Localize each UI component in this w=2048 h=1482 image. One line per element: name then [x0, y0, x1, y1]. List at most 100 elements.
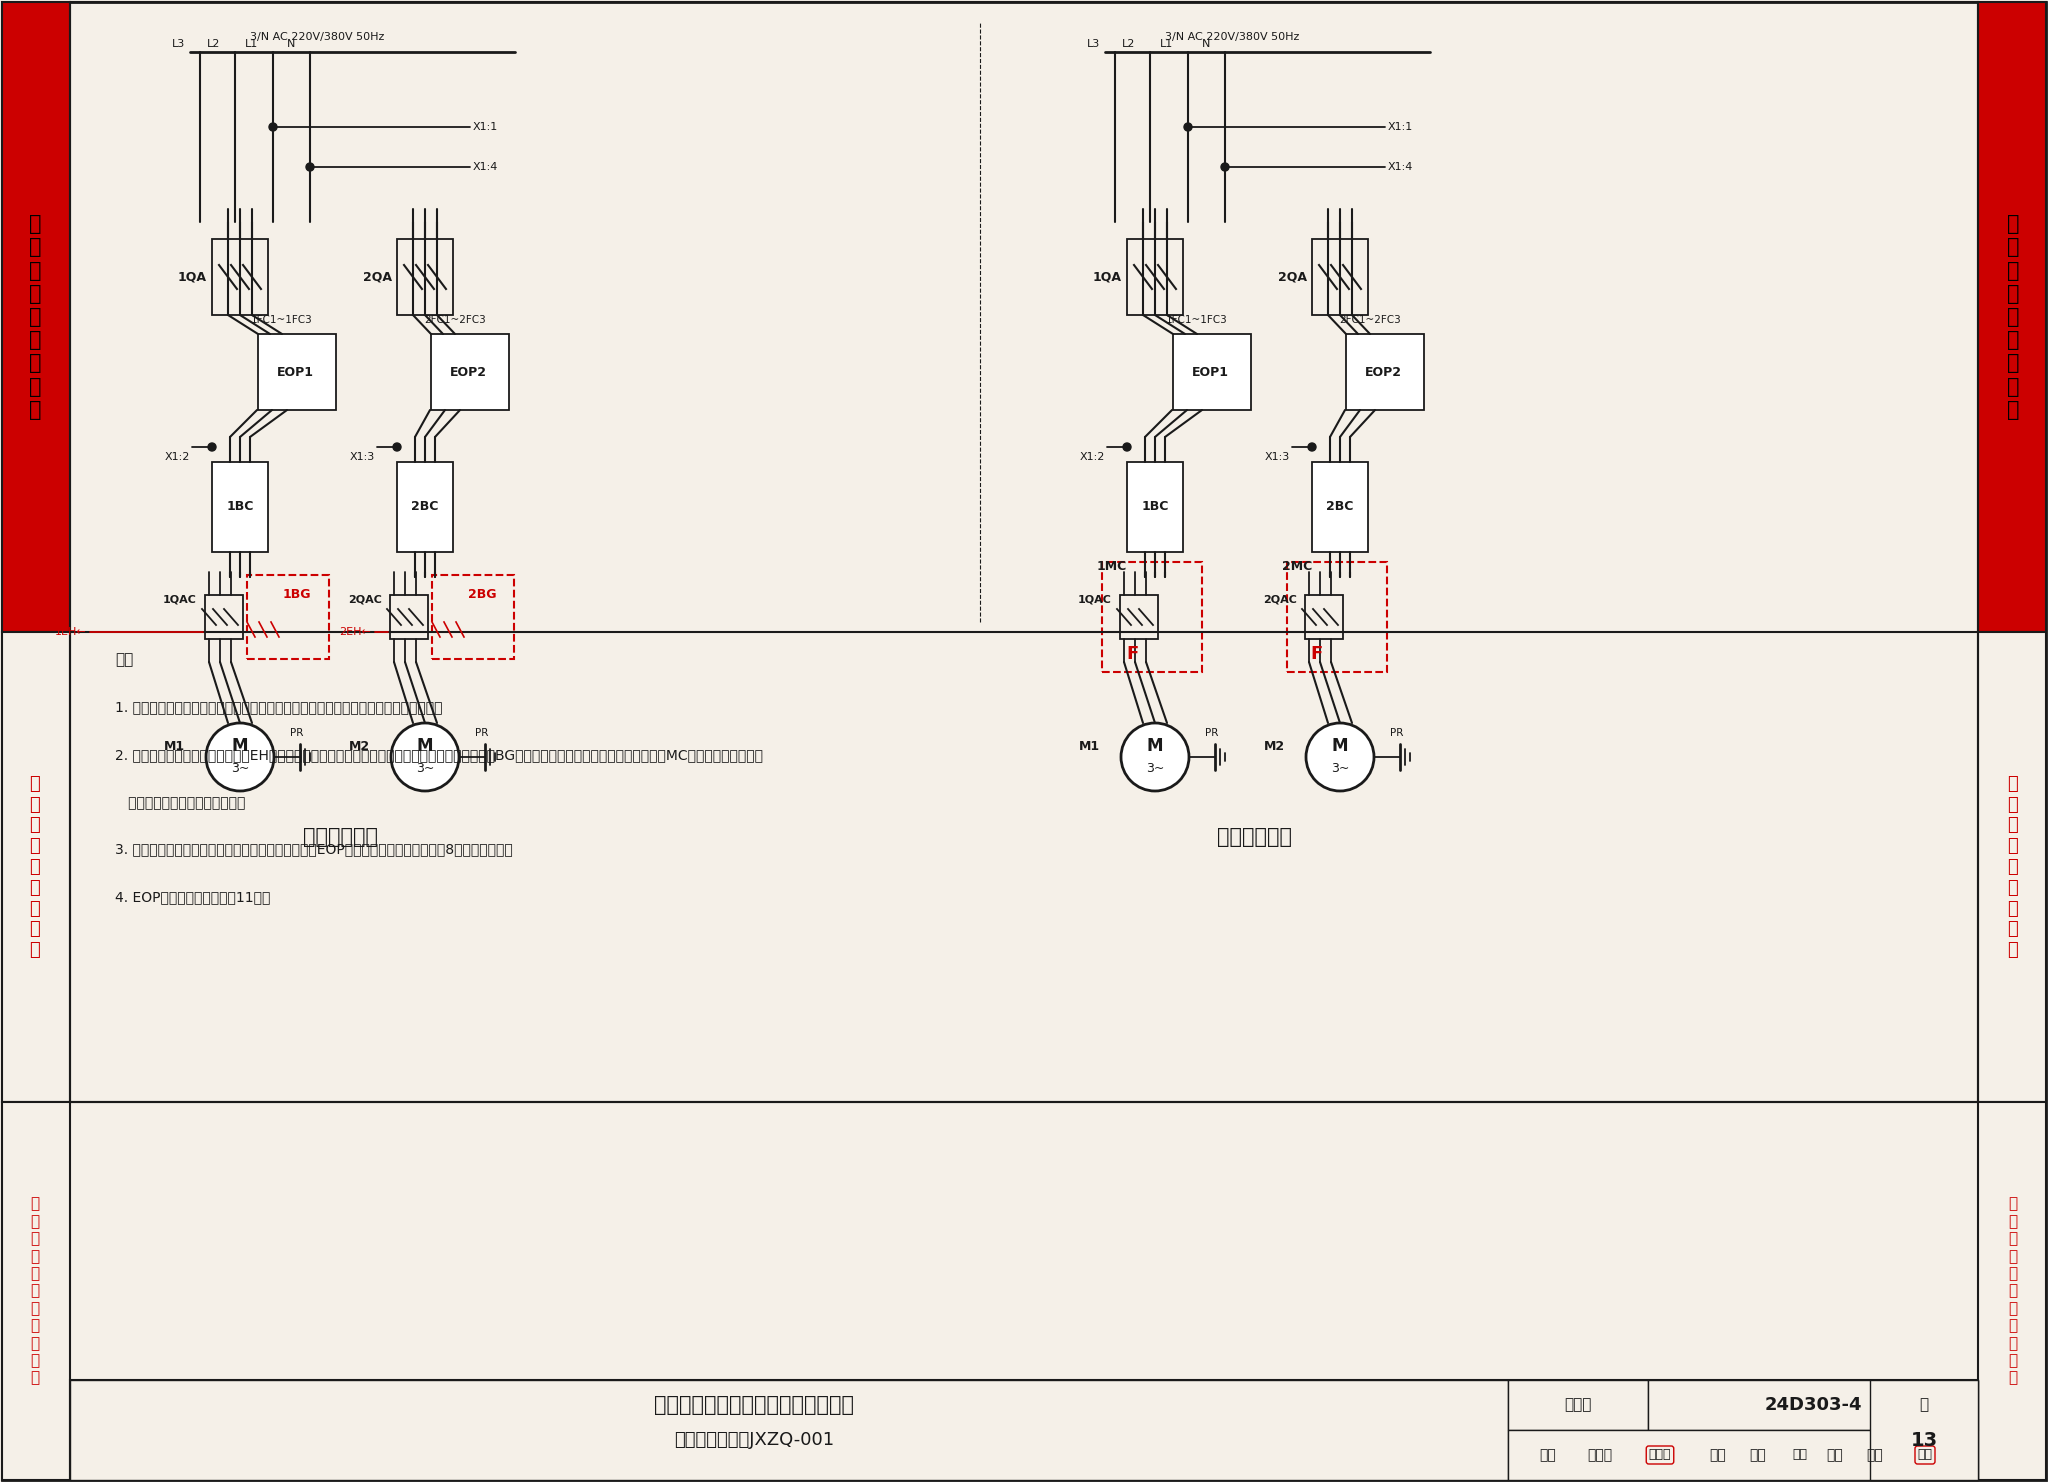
Text: 德建兵: 德建兵 [1649, 1448, 1671, 1461]
Bar [432, 575, 514, 659]
Text: 两个方案对应的控制电路相同。: 两个方案对应的控制电路相同。 [115, 796, 246, 811]
Text: M: M [1331, 737, 1348, 754]
Text: 3~: 3~ [231, 762, 250, 775]
Text: X1:1: X1:1 [473, 122, 498, 132]
Text: 2. 方案一采用机械应急操作手柄（EH）闭合接触器来实现应急启动，操作机构上需设置位置开关（BG）；方案二采用专用的手动操作接触器（MC）来实现应急启动。: 2. 方案一采用机械应急操作手柄（EH）闭合接触器来实现应急启动，操作机构上需设… [115, 748, 764, 762]
Bar [1286, 562, 1386, 671]
Bar [1313, 462, 1368, 551]
Text: 1. 本图为消防水泵一用一备全压启动，并采用机械直驱型应急启动控制的主回路方案。: 1. 本图为消防水泵一用一备全压启动，并采用机械直驱型应急启动控制的主回路方案。 [115, 700, 442, 714]
Text: 3~: 3~ [416, 762, 434, 775]
Text: X1:3: X1:3 [350, 452, 375, 462]
Text: 24D303-4: 24D303-4 [1763, 1396, 1862, 1414]
Text: L2: L2 [1122, 39, 1135, 49]
Text: X1:3: X1:3 [1266, 452, 1290, 462]
Text: 应
急
启
动
机
械
旁
路
型: 应 急 启 动 机 械 旁 路 型 [2007, 775, 2019, 959]
Text: 注：: 注： [115, 652, 133, 667]
Text: 1BG: 1BG [283, 587, 311, 600]
Text: 主回路方案一: 主回路方案一 [303, 827, 377, 848]
Text: M1: M1 [1079, 741, 1100, 753]
Text: X1:1: X1:1 [1389, 122, 1413, 132]
Bar [1507, 1430, 1978, 1481]
Text: 3/N AC 220V/380V 50Hz: 3/N AC 220V/380V 50Hz [1165, 33, 1298, 41]
Text: 应
急
启
动
机
械
直
驱
型: 应 急 启 动 机 械 直 驱 型 [2007, 215, 2019, 419]
Text: F: F [1126, 645, 1139, 662]
Bar [213, 239, 268, 316]
Text: X1:2: X1:2 [1079, 452, 1106, 462]
Text: 图集号: 图集号 [1565, 1398, 1591, 1412]
Text: 2BC: 2BC [412, 501, 438, 513]
Circle shape [209, 443, 215, 451]
Bar [389, 594, 428, 639]
Text: 郑宇: 郑宇 [1749, 1448, 1765, 1463]
Text: 一手: 一手 [1792, 1448, 1808, 1461]
Bar [213, 462, 268, 551]
Bar [1978, 1103, 2046, 1481]
Text: 主回路方案二: 主回路方案二 [1217, 827, 1292, 848]
Text: L1: L1 [1159, 39, 1174, 49]
Text: L2: L2 [207, 39, 219, 49]
Bar [258, 333, 336, 411]
Text: 1QA: 1QA [1094, 271, 1122, 283]
Text: 1FC1~1FC3: 1FC1~1FC3 [1165, 316, 1229, 325]
Bar [70, 1380, 1507, 1481]
Text: PR: PR [291, 728, 303, 738]
Text: M2: M2 [348, 741, 371, 753]
Bar [1649, 1380, 1978, 1430]
Text: 1EH←: 1EH← [55, 627, 86, 637]
Text: 1BC: 1BC [1141, 501, 1169, 513]
Bar [70, 1380, 1978, 1481]
Circle shape [1120, 723, 1190, 791]
Text: （机械直驱型）JXZQ-001: （机械直驱型）JXZQ-001 [674, 1432, 834, 1449]
Text: 校对: 校对 [1710, 1448, 1726, 1463]
Text: 2BC: 2BC [1327, 501, 1354, 513]
Bar [1126, 239, 1184, 316]
Circle shape [1307, 723, 1374, 791]
Text: M: M [416, 737, 434, 754]
Text: 1QAC: 1QAC [164, 594, 197, 605]
Bar [1978, 1, 2046, 631]
Text: EOP1: EOP1 [1192, 366, 1229, 378]
Text: 应
急
启
动
机
械
直
驱
型: 应 急 启 动 机 械 直 驱 型 [29, 215, 41, 419]
Bar [1313, 239, 1368, 316]
Text: 2QA: 2QA [1278, 271, 1307, 283]
Circle shape [305, 163, 313, 170]
Text: 2QAC: 2QAC [348, 594, 383, 605]
Bar [1120, 594, 1157, 639]
Text: M2: M2 [1264, 741, 1284, 753]
Text: 应
急
启
动
机
械
旁
路
型: 应 急 启 动 机 械 旁 路 型 [29, 775, 41, 959]
Text: EOP2: EOP2 [449, 366, 487, 378]
Text: N: N [1202, 39, 1210, 49]
Bar [1305, 594, 1343, 639]
Text: 3. 方案一、二中各功能组件、电气元件的性能要求、EOP的保护设置等详见本图集第8页方案一、二。: 3. 方案一、二中各功能组件、电气元件的性能要求、EOP的保护设置等详见本图集第… [115, 842, 512, 857]
Text: L3: L3 [1087, 39, 1100, 49]
Text: 2MC: 2MC [1282, 560, 1313, 574]
Bar [2, 631, 70, 1103]
Bar [1174, 333, 1251, 411]
Bar [397, 462, 453, 551]
Circle shape [1184, 123, 1192, 130]
Bar [1346, 333, 1423, 411]
Bar [248, 575, 330, 659]
Text: PR: PR [1391, 728, 1403, 738]
Text: M1: M1 [164, 741, 184, 753]
Text: PR: PR [475, 728, 489, 738]
Text: 2EH←: 2EH← [340, 627, 371, 637]
Text: 2QAC: 2QAC [1264, 594, 1296, 605]
Bar [2, 1103, 70, 1481]
Text: M: M [1147, 737, 1163, 754]
Text: 1BC: 1BC [227, 501, 254, 513]
Bar [70, 1, 1978, 1103]
Bar [1978, 631, 2046, 1103]
Text: F: F [1311, 645, 1323, 662]
Text: X1:2: X1:2 [164, 452, 190, 462]
Text: L3: L3 [172, 39, 184, 49]
Text: 王三: 王三 [1917, 1448, 1933, 1461]
Text: 审核: 审核 [1540, 1448, 1556, 1463]
Bar [397, 239, 453, 316]
Text: X1:4: X1:4 [473, 162, 498, 172]
Text: 3/N AC 220V/380V 50Hz: 3/N AC 220V/380V 50Hz [250, 33, 385, 41]
Bar [1126, 462, 1184, 551]
Circle shape [393, 443, 401, 451]
Text: 页: 页 [1919, 1398, 1929, 1412]
Text: M: M [231, 737, 248, 754]
